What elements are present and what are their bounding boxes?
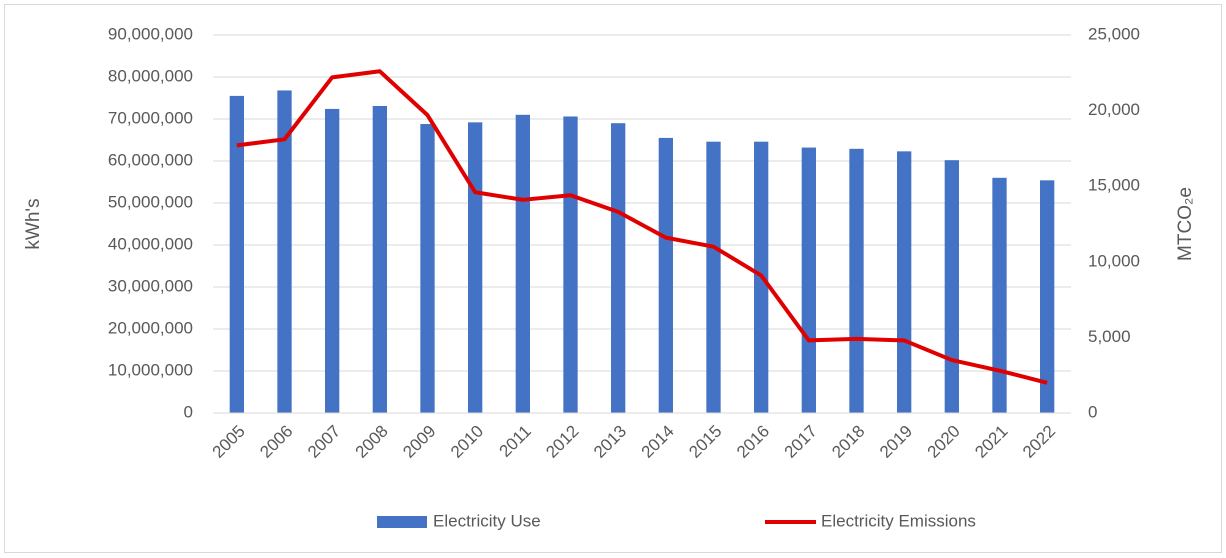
bar [658, 137, 673, 413]
y2-tick-label: 0 [1088, 402, 1097, 421]
y2-tick-label: 25,000 [1088, 24, 1140, 43]
y-tick-label: 10,000,000 [108, 360, 193, 379]
bar [611, 123, 626, 413]
bar [801, 147, 816, 413]
y2-tick-label: 10,000 [1088, 251, 1140, 270]
y-tick-label: 20,000,000 [108, 318, 193, 337]
bar [1040, 180, 1055, 413]
legend-swatch [377, 516, 427, 528]
bar [372, 105, 387, 413]
bar [229, 95, 244, 414]
legend-label: Electricity Emissions [821, 511, 976, 530]
y-tick-label: 90,000,000 [108, 24, 193, 43]
bar [706, 141, 721, 413]
y2-tick-label: 20,000 [1088, 100, 1140, 119]
y-tick-label: 50,000,000 [108, 192, 193, 211]
line [236, 69, 1048, 385]
y2-tick-label: 5,000 [1088, 327, 1131, 346]
y-tick-label: 30,000,000 [108, 276, 193, 295]
bar [515, 114, 530, 414]
y-tick-label: 60,000,000 [108, 150, 193, 169]
bar [897, 151, 912, 413]
bar [277, 90, 292, 413]
y-tick-label: 0 [184, 402, 193, 421]
y2-tick-label: 15,000 [1088, 176, 1140, 195]
bar [420, 124, 435, 413]
y-axis-title: kWh's [23, 198, 44, 249]
bar [992, 177, 1007, 413]
bar [468, 122, 483, 414]
y2-axis-title: MTCO₂e [1175, 187, 1196, 261]
bar [944, 160, 959, 413]
bar [325, 108, 340, 414]
y-tick-label: 40,000,000 [108, 234, 193, 253]
bar [849, 148, 864, 413]
y-tick-label: 80,000,000 [108, 66, 193, 85]
y-tick-label: 70,000,000 [108, 108, 193, 127]
bar [563, 116, 578, 413]
legend-label: Electricity Use [433, 511, 541, 530]
